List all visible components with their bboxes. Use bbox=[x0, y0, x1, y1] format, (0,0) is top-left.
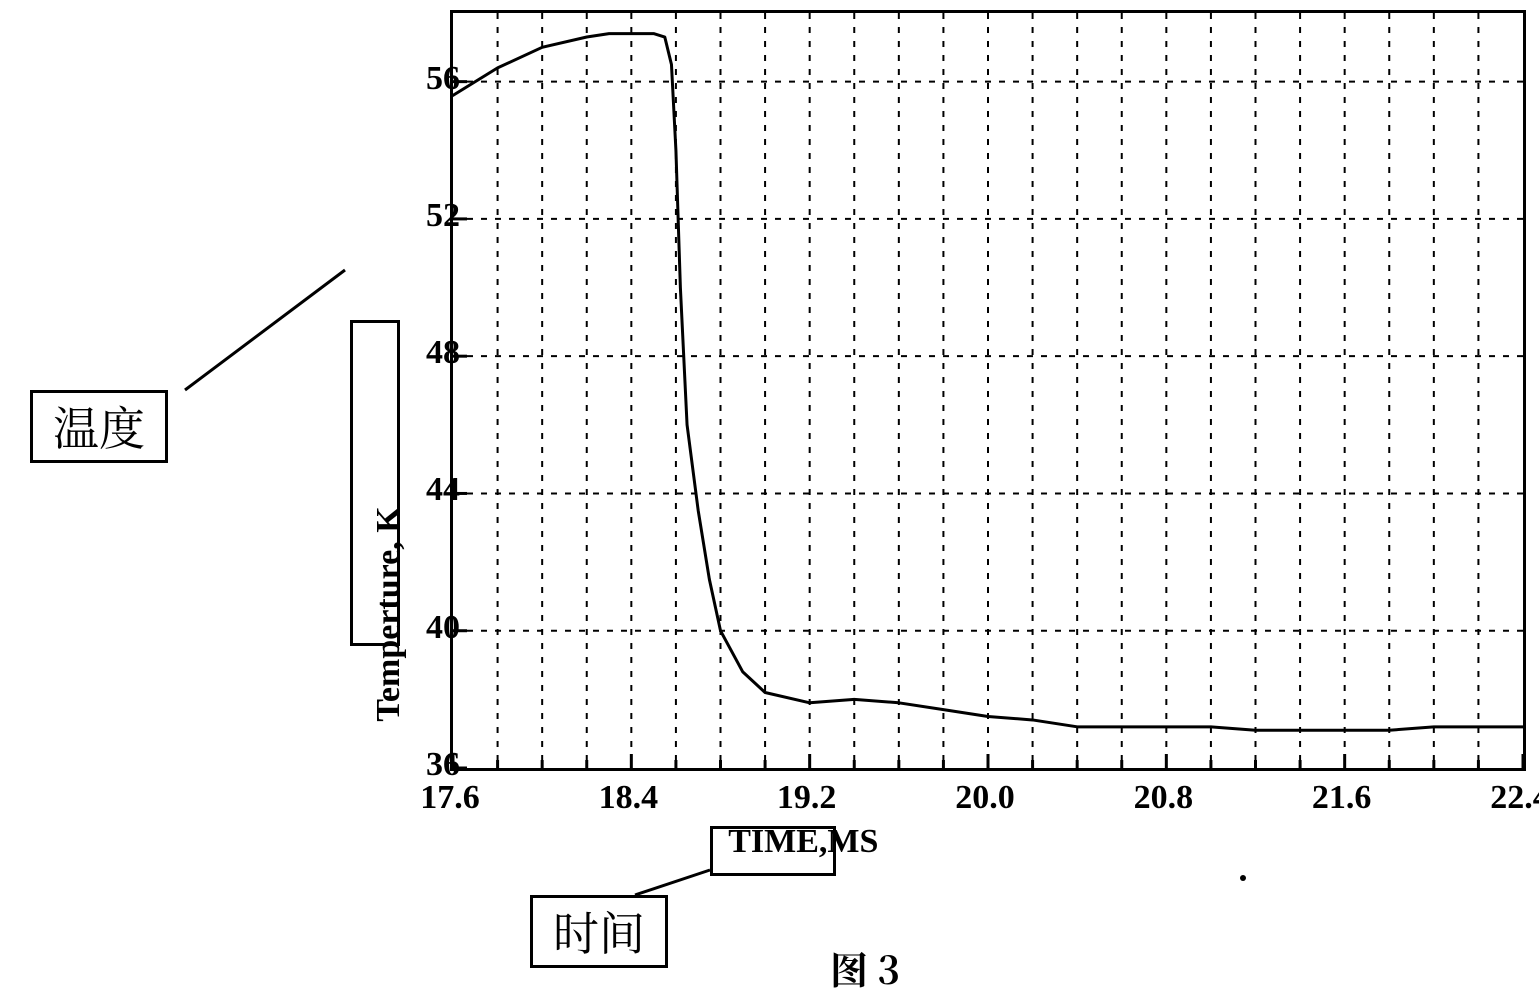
stray-dot bbox=[1240, 875, 1246, 881]
x-axis-translation-box: 时间 bbox=[530, 895, 668, 968]
y-tick-label: 44 bbox=[426, 471, 438, 509]
y-axis-title-box bbox=[350, 320, 400, 646]
y-tick-label: 52 bbox=[426, 197, 438, 235]
x-tick-label: 20.8 bbox=[1134, 771, 1194, 817]
x-tick-label: 17.6 bbox=[420, 771, 480, 817]
x-tick-label: 18.4 bbox=[599, 771, 659, 817]
y-tick-label: 40 bbox=[426, 609, 438, 647]
y-axis-translation-box: 温度 bbox=[30, 390, 168, 463]
figure-caption: 图 3 bbox=[830, 940, 900, 995]
x-tick-label: 20.0 bbox=[955, 771, 1015, 817]
plot-svg bbox=[453, 13, 1523, 768]
x-axis-title-box bbox=[710, 826, 836, 876]
x-tick-label: 19.2 bbox=[777, 771, 837, 817]
y-tick-label: 48 bbox=[426, 334, 438, 372]
x-tick-label: 22.4 bbox=[1490, 771, 1539, 817]
y-tick-label: 56 bbox=[426, 60, 438, 98]
x-tick-label: 21.6 bbox=[1312, 771, 1372, 817]
chart-canvas: Temperture, K TIME,MS 温度 时间 图 3 36404448… bbox=[0, 0, 1539, 1004]
plot-area bbox=[450, 10, 1526, 771]
